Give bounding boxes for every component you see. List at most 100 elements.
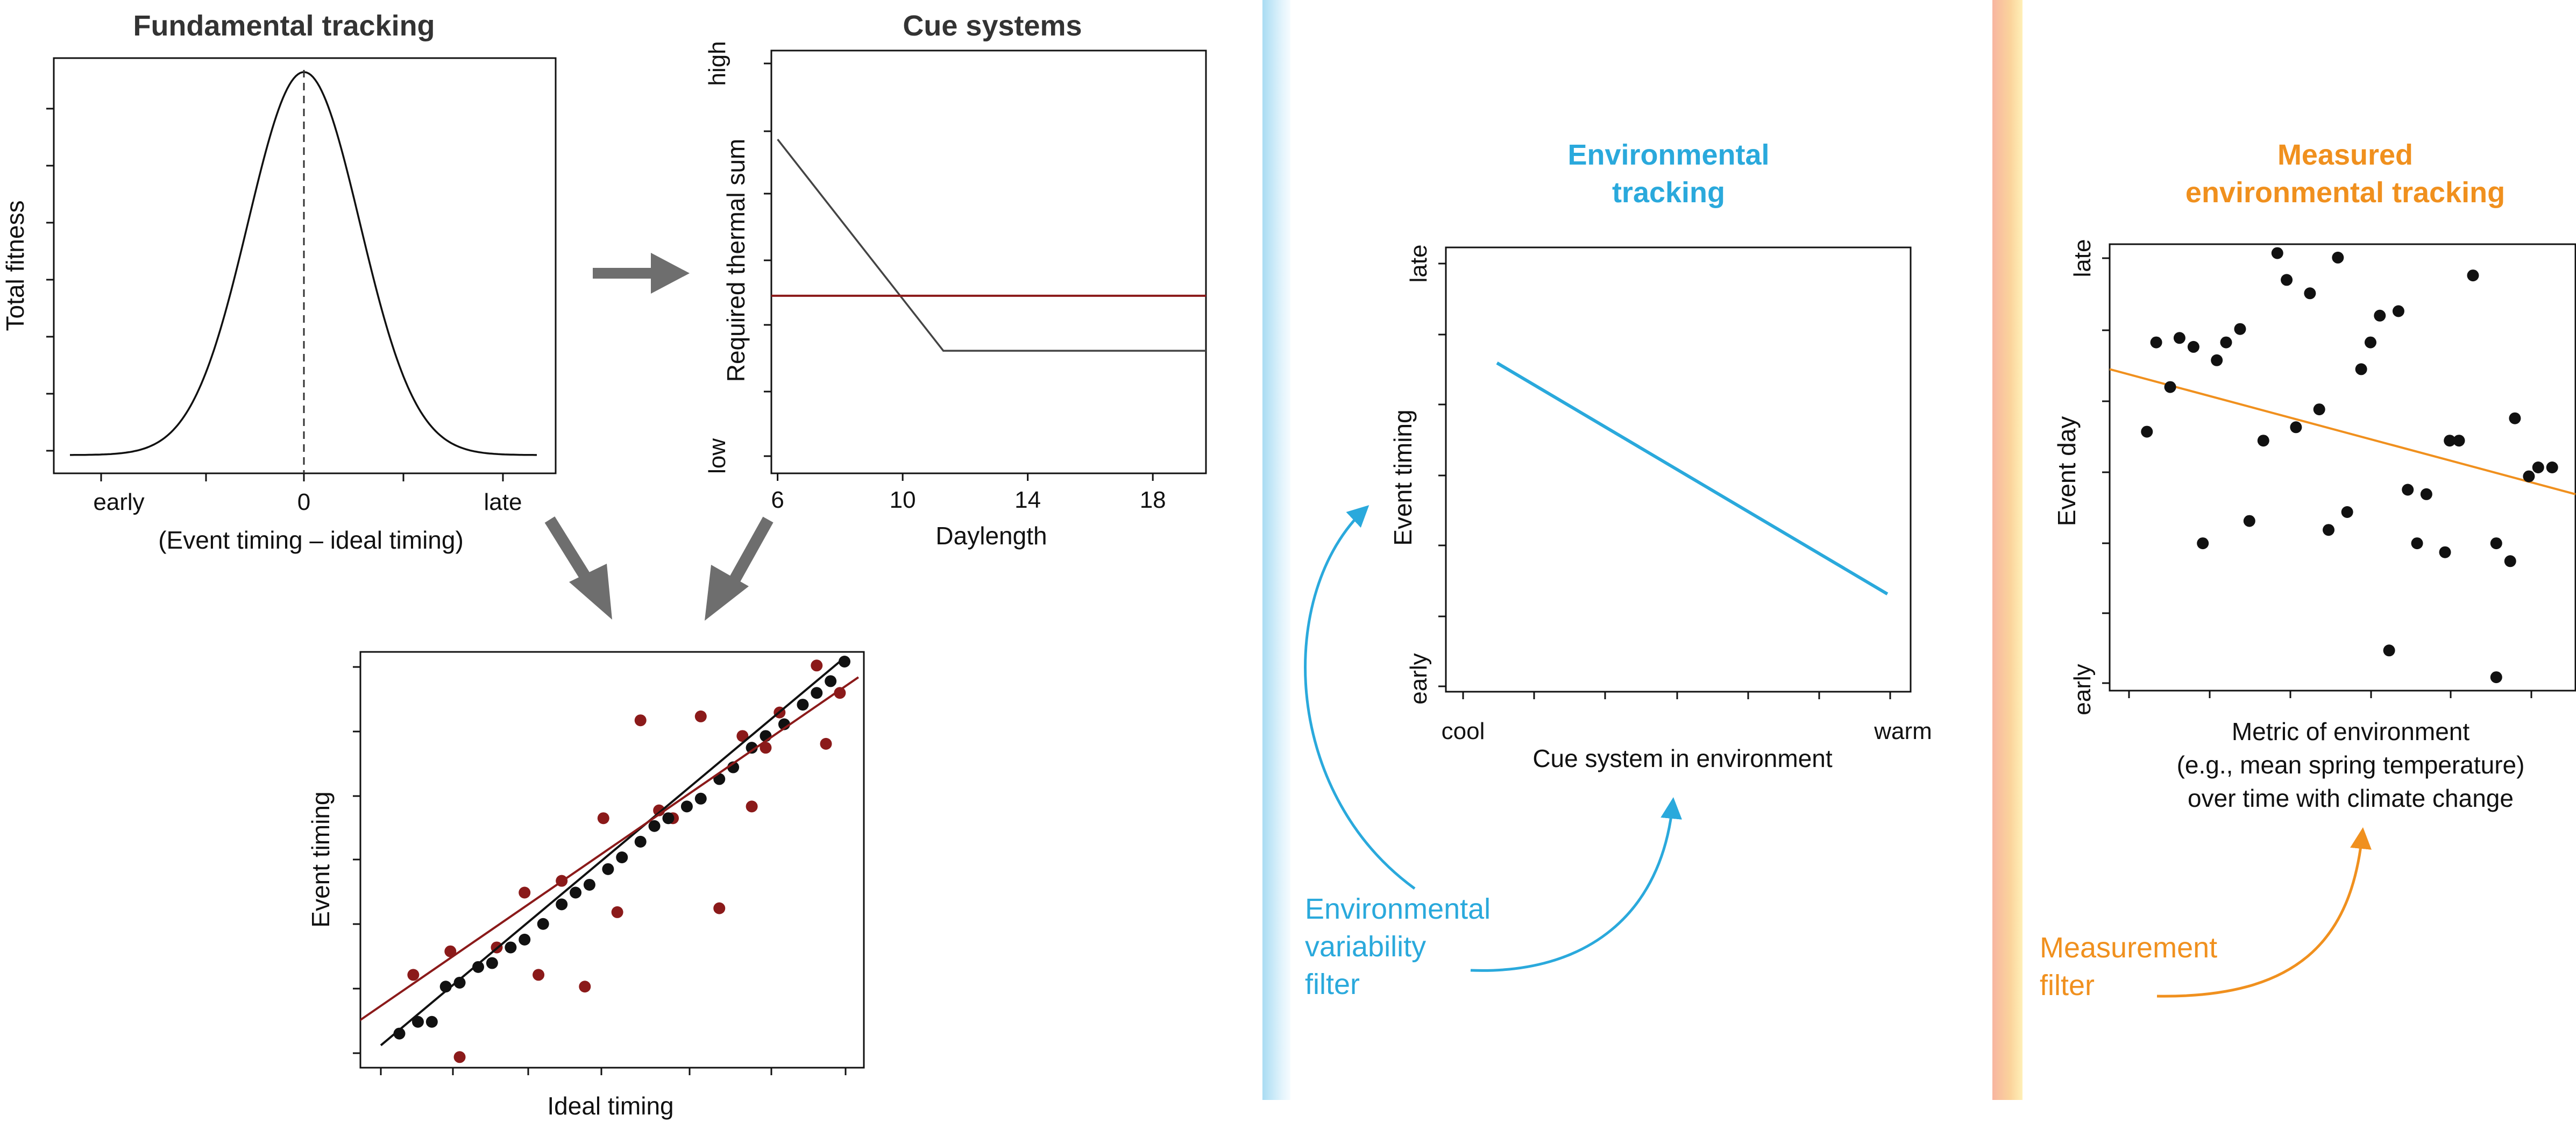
- meas-y-tick-late: late: [2069, 239, 2096, 278]
- red-point: [579, 981, 591, 993]
- cue-x-label: Daylength: [935, 522, 1047, 550]
- scatter-y-label: Event timing: [307, 791, 335, 927]
- scatter-red-fit-line: [360, 676, 859, 1021]
- arrow-down-right-icon: [544, 516, 612, 620]
- scatter-x-ticks: [380, 1068, 847, 1075]
- meas-filter-line: Measurement: [2040, 932, 2217, 964]
- cue-systems-panel: Cue systems high low Required thermal su…: [704, 10, 1207, 550]
- black-point: [634, 835, 647, 848]
- cue-y-label: Required thermal sum: [722, 139, 750, 382]
- measured-point: [2341, 506, 2353, 518]
- cue-x-tick-labels: 6 10 14 18: [771, 487, 1166, 513]
- red-point: [736, 730, 749, 742]
- measured-point: [2141, 425, 2153, 438]
- measured-point: [2281, 274, 2293, 286]
- meas-title-line: environmental tracking: [2185, 176, 2505, 209]
- measured-point: [2304, 287, 2316, 300]
- measured-point: [2490, 537, 2502, 550]
- measured-point: [2374, 309, 2386, 322]
- meas-x-ticks: [2128, 691, 2532, 698]
- env-x-label: Cue system in environment: [1532, 744, 1833, 772]
- measured-point: [2392, 305, 2404, 317]
- black-point: [425, 1016, 438, 1028]
- red-point: [634, 714, 647, 727]
- measured-point: [2173, 332, 2185, 344]
- measured-point: [2211, 354, 2223, 366]
- fundamental-x-ticks: [100, 473, 504, 481]
- black-point: [453, 976, 466, 989]
- cue-y-tick-low: low: [704, 438, 730, 474]
- env-y-tick-late: late: [1406, 245, 1432, 283]
- env-filter-line: Environmental: [1305, 893, 1491, 925]
- meas-y-ticks: [2102, 257, 2110, 684]
- scatter-clip: [360, 656, 859, 1063]
- measured-point: [2243, 515, 2255, 527]
- arrow-down-left-icon: [705, 516, 773, 621]
- measured-plot-frame: [2109, 243, 2576, 692]
- flow-arrows: [544, 253, 773, 621]
- arrow-right-icon: [593, 253, 690, 294]
- red-point: [444, 945, 457, 957]
- measured-point: [2546, 461, 2558, 473]
- measured-tracking-panel: Measured environmental tracking late earl…: [2040, 139, 2576, 1002]
- measured-point: [2313, 403, 2325, 416]
- measured-title: Measured environmental tracking: [2185, 139, 2505, 209]
- measured-point: [2504, 555, 2516, 567]
- environmental-filter-bar: [1262, 0, 1290, 1100]
- red-point: [533, 969, 545, 981]
- cue-y-ticks: [764, 62, 771, 457]
- measured-point: [2220, 336, 2232, 349]
- red-point: [760, 742, 772, 754]
- cue-threshold-line: [777, 139, 1206, 352]
- environmental-plot-frame: [1445, 246, 1912, 693]
- meas-filter-line: filter: [2040, 969, 2095, 1002]
- black-point: [746, 742, 758, 754]
- red-point: [611, 906, 623, 918]
- black-point: [537, 918, 549, 930]
- meas-y-label: Event day: [2053, 416, 2081, 527]
- cue-plot-frame: [770, 49, 1207, 474]
- measured-point: [2197, 537, 2209, 550]
- measurement-filter-bar: [1992, 0, 2023, 1100]
- measured-point: [2364, 336, 2376, 349]
- black-point: [797, 699, 809, 711]
- black-point: [505, 941, 517, 954]
- fundamental-y-label: Total fitness: [1, 201, 29, 331]
- measured-point: [2509, 412, 2521, 424]
- env-x-ticks: [1462, 692, 1891, 699]
- fundamental-y-ticks: [46, 108, 54, 452]
- measured-point: [2150, 336, 2162, 349]
- measured-point: [2411, 537, 2423, 550]
- black-point: [680, 800, 693, 813]
- env-x-tick-warm: warm: [1874, 718, 1932, 744]
- scatter-red-series: [407, 659, 846, 1063]
- measured-point: [2420, 488, 2432, 500]
- meas-xlabel-line: (e.g., mean spring temperature): [2177, 751, 2525, 779]
- meas-title-line: Measured: [2277, 139, 2413, 171]
- fundamental-title: Fundamental tracking: [133, 10, 435, 42]
- environmental-title: Environmental tracking: [1567, 139, 1769, 209]
- measured-point: [2444, 435, 2456, 447]
- red-point: [597, 812, 609, 825]
- measured-point: [2187, 340, 2199, 353]
- env-title-line: Environmental: [1567, 139, 1769, 171]
- black-point: [616, 851, 628, 863]
- env-y-ticks: [1438, 262, 1446, 687]
- tick-early: early: [93, 489, 144, 515]
- red-point: [407, 969, 420, 981]
- env-y-tick-early: early: [1406, 653, 1432, 704]
- red-point: [746, 800, 758, 813]
- black-point: [825, 675, 837, 687]
- measured-point: [2523, 470, 2535, 482]
- measured-point: [2402, 484, 2414, 496]
- red-point: [713, 902, 726, 914]
- cue-x-ticks: [777, 473, 1154, 481]
- scatter-black-series: [393, 656, 850, 1040]
- cue-x-tick-label: 10: [890, 487, 916, 513]
- black-point: [648, 820, 661, 832]
- measured-point: [2164, 381, 2176, 393]
- measured-point: [2439, 546, 2451, 558]
- measured-point: [2323, 524, 2335, 536]
- measurement-arrow-icon: [2156, 827, 2372, 998]
